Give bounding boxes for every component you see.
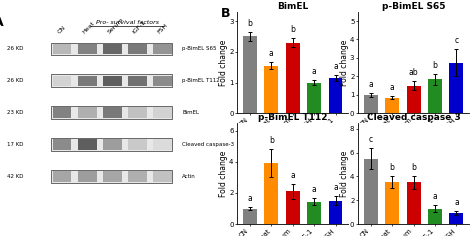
Text: p-BimEL T112: p-BimEL T112 (182, 78, 220, 83)
Bar (385, 98, 399, 113)
Text: Heat: Heat (82, 20, 96, 34)
Text: a: a (333, 183, 338, 192)
Text: BimEL: BimEL (182, 110, 199, 115)
Bar (153, 107, 172, 118)
Y-axis label: Fold change: Fold change (339, 150, 348, 197)
Bar (78, 107, 97, 118)
Bar (153, 76, 172, 86)
Bar (328, 201, 343, 224)
Bar (428, 79, 442, 113)
Text: 17 KD: 17 KD (7, 142, 23, 147)
Text: FSH: FSH (157, 22, 169, 34)
Bar (128, 44, 146, 54)
Bar (364, 95, 378, 113)
Text: b: b (433, 61, 438, 70)
Bar (307, 202, 321, 224)
Bar (153, 139, 172, 150)
Bar (53, 44, 72, 54)
Text: a: a (290, 171, 295, 180)
Text: a: a (368, 80, 373, 88)
Bar (407, 182, 420, 224)
Title: p-BimEL T112: p-BimEL T112 (258, 113, 328, 122)
Bar (128, 76, 146, 86)
Bar (103, 44, 121, 54)
Text: 42 KD: 42 KD (7, 174, 23, 179)
Bar (243, 36, 257, 113)
Text: a: a (333, 62, 338, 71)
Text: b: b (269, 136, 273, 145)
Bar (286, 42, 300, 113)
Bar (103, 107, 121, 118)
Bar (449, 213, 464, 224)
Text: a: a (312, 185, 317, 194)
Bar (328, 78, 343, 113)
Text: a: a (269, 49, 273, 58)
Text: a: a (390, 83, 394, 92)
Bar (364, 159, 378, 224)
Text: ab: ab (409, 68, 419, 77)
Text: a: a (247, 194, 252, 203)
Bar (128, 139, 146, 150)
Text: CN: CN (57, 25, 67, 34)
Text: Serum: Serum (107, 17, 125, 34)
Bar (53, 107, 72, 118)
Bar (51, 138, 172, 151)
Bar (103, 171, 121, 182)
Text: Actin: Actin (182, 174, 196, 179)
Bar (153, 44, 172, 54)
Y-axis label: Fold change: Fold change (339, 39, 348, 86)
Text: A: A (0, 16, 4, 29)
Bar (264, 163, 278, 224)
Bar (51, 170, 172, 183)
Text: 26 KD: 26 KD (7, 78, 23, 83)
Bar (264, 66, 278, 113)
Text: IGF-1: IGF-1 (132, 19, 147, 34)
Text: b: b (290, 25, 295, 34)
Text: b: b (390, 163, 394, 172)
Bar (128, 107, 146, 118)
Text: 23 KD: 23 KD (7, 110, 23, 115)
Text: a: a (454, 198, 459, 207)
Bar (428, 209, 442, 224)
Bar (128, 171, 146, 182)
Text: B: B (220, 7, 230, 20)
Bar (53, 76, 72, 86)
Text: p-BimEL S65: p-BimEL S65 (182, 46, 217, 51)
Bar (307, 83, 321, 113)
Text: a: a (312, 67, 317, 76)
Bar (78, 44, 97, 54)
Bar (51, 42, 172, 55)
Bar (103, 76, 121, 86)
Bar (243, 209, 257, 224)
Bar (407, 86, 420, 113)
Bar (51, 74, 172, 87)
Y-axis label: Fold change: Fold change (219, 39, 228, 86)
Bar (286, 191, 300, 224)
Bar (78, 139, 97, 150)
Bar (385, 182, 399, 224)
Bar (153, 171, 172, 182)
Text: b: b (411, 163, 416, 172)
Text: b: b (247, 19, 252, 28)
Text: a: a (433, 192, 438, 201)
Text: c: c (455, 36, 458, 45)
Bar (53, 171, 72, 182)
Text: Cleaved caspase-3: Cleaved caspase-3 (182, 142, 234, 147)
Title: p-BimEL S65: p-BimEL S65 (382, 2, 445, 11)
Bar (53, 139, 72, 150)
Title: Cleaved caspase 3: Cleaved caspase 3 (367, 113, 460, 122)
Bar (78, 76, 97, 86)
Bar (51, 106, 172, 119)
Text: 26 KD: 26 KD (7, 46, 23, 51)
Title: BimEL: BimEL (277, 2, 308, 11)
Text: c: c (369, 135, 373, 144)
Bar (449, 63, 464, 113)
Text: Pro- survival factors: Pro- survival factors (96, 20, 159, 25)
Bar (78, 171, 97, 182)
Bar (103, 139, 121, 150)
Y-axis label: Fold change: Fold change (219, 150, 228, 197)
